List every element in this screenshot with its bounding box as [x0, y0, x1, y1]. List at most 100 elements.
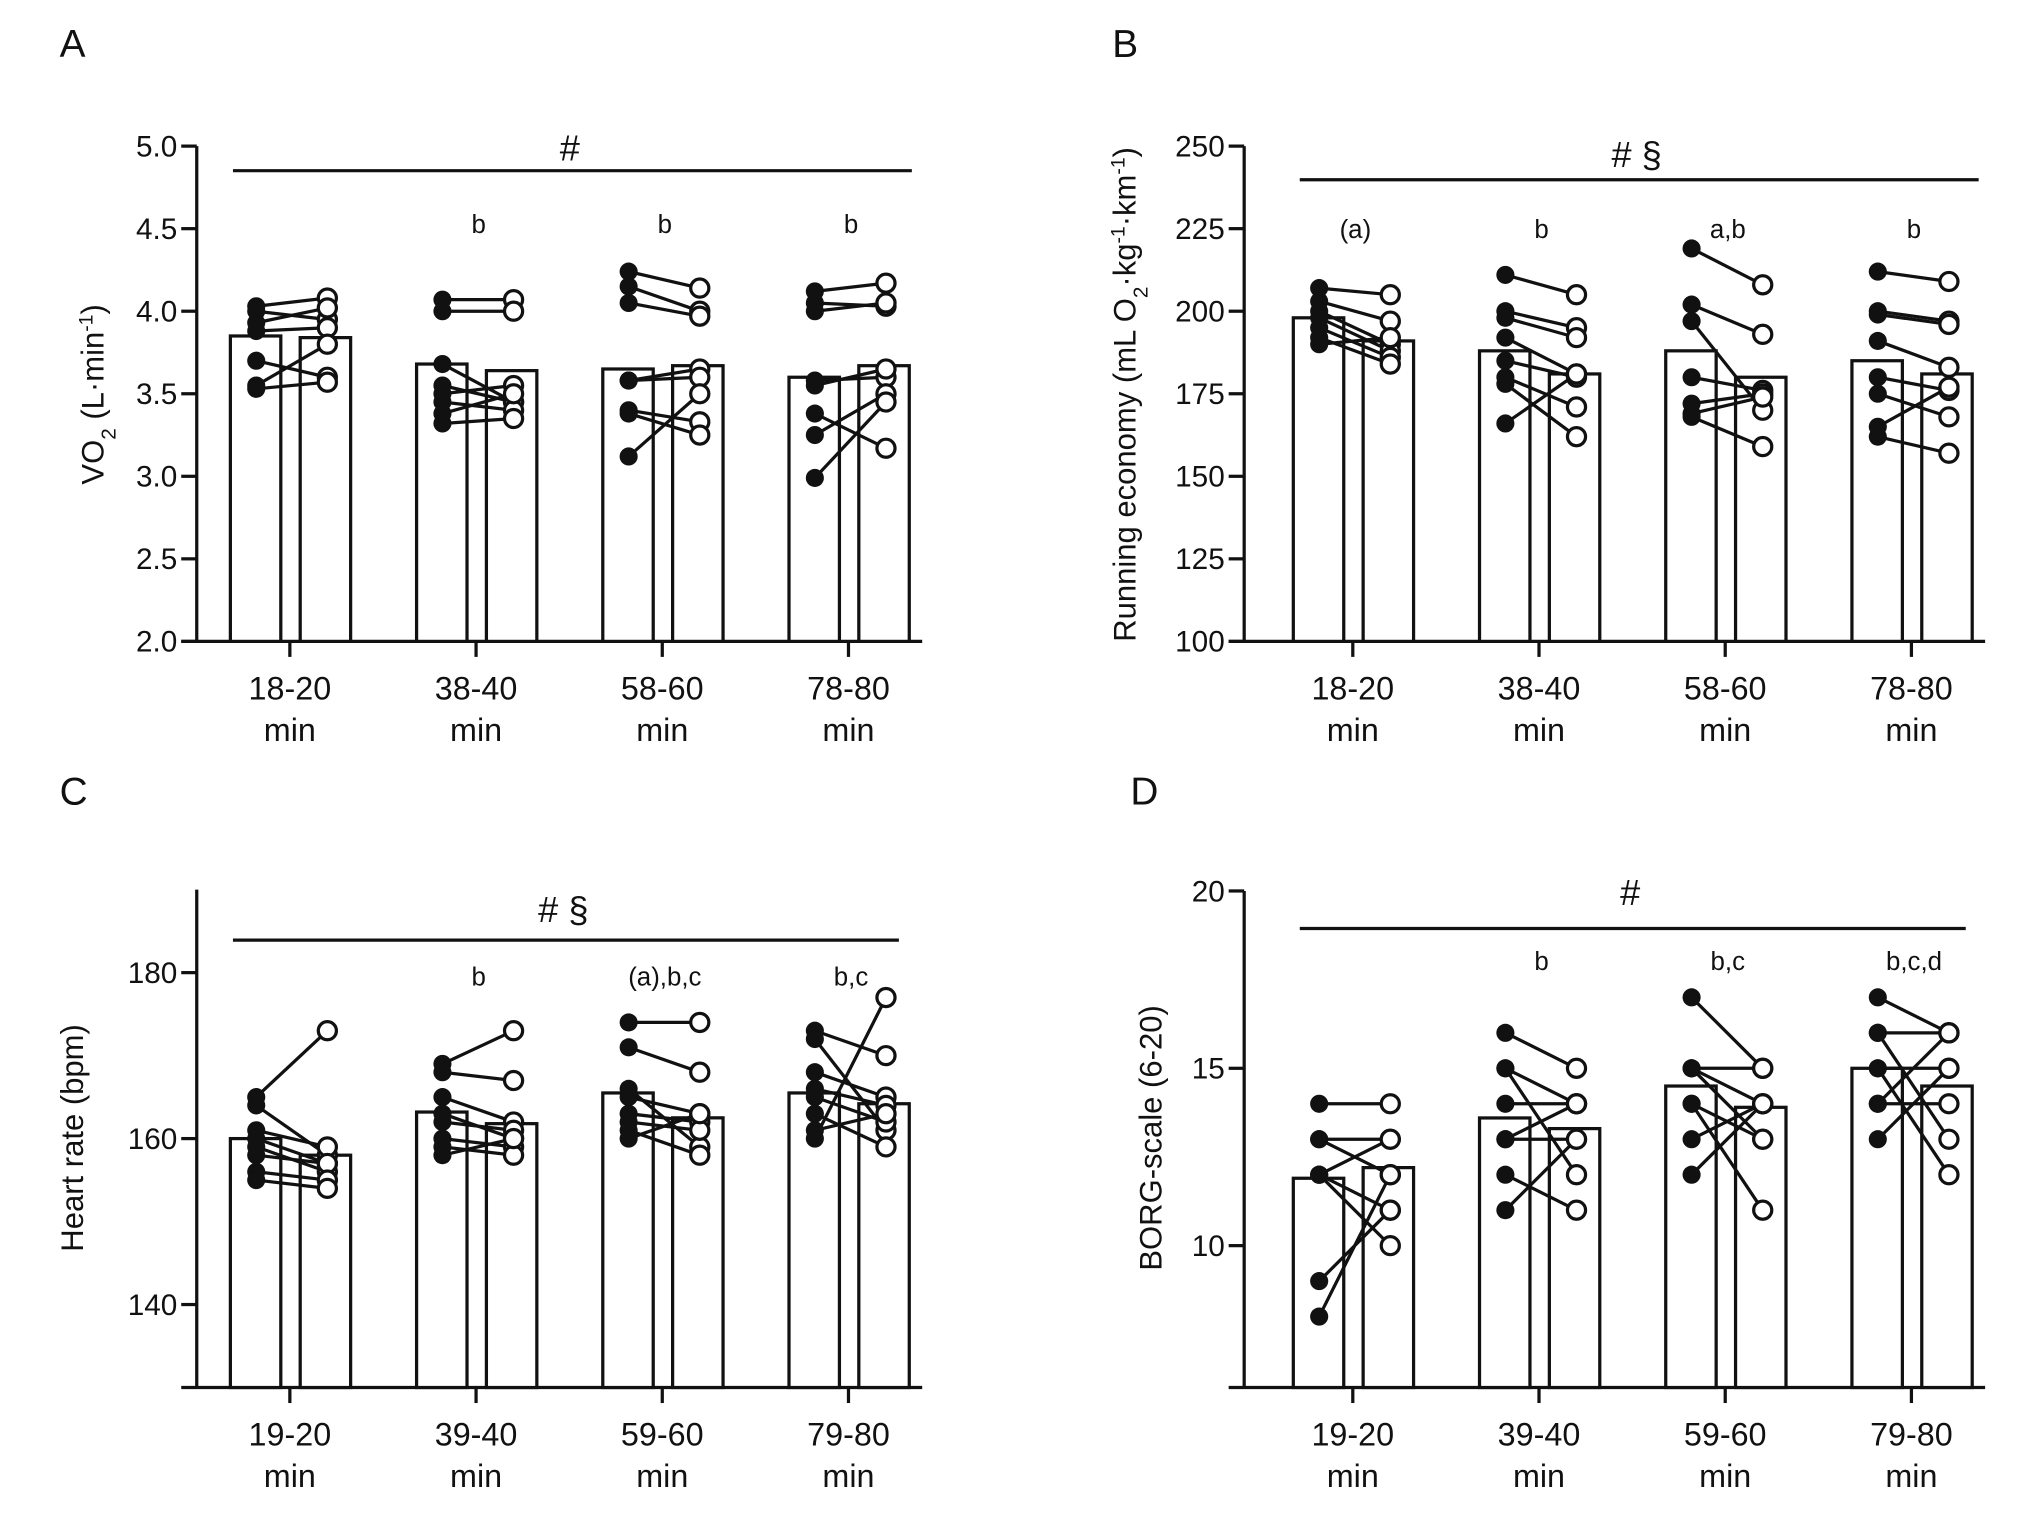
pair-line [442, 1070, 514, 1083]
x-tick-label: 78-80 [1870, 671, 1953, 707]
group-letter: b [658, 211, 672, 239]
pair-line [442, 400, 514, 412]
y-tick-label: 3.0 [136, 461, 177, 494]
point-filled [1310, 335, 1329, 354]
point-open [875, 1044, 897, 1067]
pair-line [1876, 1031, 1951, 1105]
pair-line [1876, 1031, 1951, 1141]
pair-line [1690, 1067, 1764, 1141]
point-filled [247, 379, 266, 398]
point-filled [1682, 295, 1701, 314]
point-filled [805, 425, 824, 445]
x-tick-label-unit: min [1699, 712, 1751, 748]
point-open [316, 297, 339, 319]
point-filled [619, 293, 638, 313]
point-filled [1868, 988, 1887, 1007]
x-tick-label-unit: min [636, 1458, 688, 1494]
point-open [1379, 1093, 1401, 1115]
point-open [1379, 284, 1401, 306]
pair-line [255, 1128, 328, 1149]
point-open [1752, 1093, 1774, 1115]
pair-line [814, 412, 887, 450]
point-filled [247, 1146, 266, 1165]
point-filled [1310, 1307, 1329, 1326]
point-filled [1496, 1023, 1515, 1042]
pair-line [1318, 316, 1391, 353]
point-filled [1682, 1165, 1701, 1184]
group-letter: b [1534, 948, 1548, 976]
pair-line [442, 392, 514, 416]
pair-line [814, 1087, 887, 1107]
group-letter: b [471, 963, 485, 991]
x-tick-label-unit: min [636, 712, 688, 748]
pair-line [1504, 1102, 1578, 1141]
pair-line [255, 1029, 329, 1099]
bar-second [1547, 372, 1602, 644]
pair-line [1876, 1067, 1951, 1141]
y-axis-title-part: ) [76, 304, 111, 314]
y-tick-label: 3.5 [136, 378, 177, 411]
bar-second [671, 364, 725, 644]
y-tick-label: 5.0 [136, 130, 177, 163]
point-open [875, 272, 897, 294]
pair-line [256, 296, 328, 308]
point-filled [1496, 374, 1515, 393]
point-open [316, 1177, 339, 1200]
bar-second [1733, 1105, 1788, 1390]
pair-line [1318, 299, 1391, 323]
pair-line [1877, 339, 1950, 369]
point-open [1565, 326, 1588, 349]
point-filled [805, 1088, 824, 1107]
y-tick-label: 2.0 [136, 626, 177, 659]
x-tick-label-unit: min [264, 1458, 316, 1494]
pair-line [813, 400, 888, 480]
pair-line [1877, 375, 1950, 393]
y-tick-label: 10 [1192, 1230, 1225, 1263]
pair-line [1319, 336, 1391, 346]
point-open [1565, 1093, 1588, 1115]
point-open [1379, 1128, 1401, 1150]
group-letter: b [844, 211, 858, 239]
point-filled [1868, 1059, 1887, 1078]
y-axis-title-part: 2 [1129, 287, 1152, 298]
point-filled [619, 1038, 638, 1057]
significance-label: # § [1611, 134, 1661, 175]
point-open [1565, 426, 1588, 448]
point-open [1379, 326, 1401, 349]
pair-line [256, 1178, 328, 1190]
point-open [1752, 323, 1774, 345]
x-tick-label-unit: min [1513, 1458, 1565, 1494]
pair-line [1690, 1102, 1765, 1212]
point-open [875, 391, 897, 413]
y-axis-title-part: ·kg [1108, 244, 1143, 287]
point-filled [433, 1088, 452, 1107]
y-axis-title-part: Heart rate (bpm) [55, 1024, 90, 1252]
pair-line [1504, 273, 1577, 297]
point-open [1379, 1164, 1401, 1186]
point-open [502, 1069, 525, 1092]
y-tick-label: 20 [1192, 875, 1225, 908]
point-filled [1496, 265, 1515, 284]
pair-line [442, 1145, 514, 1157]
point-open [1565, 396, 1588, 418]
pair-line [442, 383, 514, 396]
point-filled [619, 262, 638, 281]
point-filled [1682, 1059, 1701, 1078]
pair-line [256, 1153, 328, 1166]
point-filled [1496, 414, 1515, 433]
y-axis-title: Heart rate (bpm) [55, 1024, 90, 1252]
point-open [1938, 442, 1960, 464]
pair-line [255, 1104, 329, 1157]
point-filled [247, 321, 266, 341]
point-filled [805, 376, 824, 395]
x-tick-label: 58-60 [1684, 671, 1767, 707]
y-axis-title-part: -1 [1108, 157, 1130, 174]
point-filled [1310, 1272, 1329, 1291]
point-filled [433, 414, 452, 433]
panel-a: 2.0 2.5 3.0 3.5 4.0 4.5 5.0 VO2 (L·min-1) #18-20… [76, 127, 923, 748]
point-filled [805, 1104, 824, 1123]
point-filled [1868, 262, 1887, 281]
significance-label: # [1620, 872, 1640, 913]
point-open [1752, 1057, 1774, 1079]
pair-line [1318, 326, 1391, 359]
